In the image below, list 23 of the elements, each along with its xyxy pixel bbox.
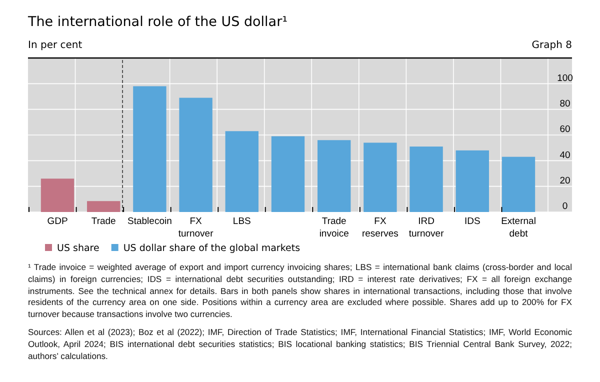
source-note: Sources: Allen et al (2023); Boz et al (2022); IMF, Direction of Trade Statistics; IMF, International Financial Statistics; IMF, World Economic Outlook, April 2024; BIS international debt securities statistics; BIS locational banking statistics; BIS Triennial Central Bank Survey, 2022; authors’ calculations. bbox=[28, 326, 572, 362]
caption: Graph 8 bbox=[532, 40, 572, 51]
x-tick-label: FX reserves bbox=[362, 216, 399, 240]
y-tick-label: 60 bbox=[560, 124, 570, 136]
y-tick-label: 40 bbox=[560, 150, 570, 161]
x-tick-label: LBS bbox=[232, 216, 251, 227]
y-tick-label: 0 bbox=[562, 201, 568, 212]
x-tick-label: External debt bbox=[501, 216, 536, 240]
x-tick-label: Stablecoin bbox=[128, 216, 172, 227]
x-tick-label: FX turnover bbox=[178, 216, 214, 240]
x-tick-label: GDP bbox=[47, 216, 68, 227]
chart-subtitle: In per cent bbox=[28, 40, 82, 51]
legend-label: US share bbox=[57, 243, 100, 254]
y-tick-label: 80 bbox=[560, 98, 570, 110]
chart-title: The international role of the US dollar¹ bbox=[27, 14, 288, 30]
legend-label: US dollar share of the global markets bbox=[123, 243, 300, 254]
x-tick-label: IDS bbox=[464, 216, 480, 227]
text: ¹ Trade invoice = weighted average of export and import currency invoicing shares; LBS = international bank claims (cross-border and local claims) in foreign currencies; IDS = international debt securities outstanding; IRD = interest rate derivatives; FX = all foreign exchange instruments. See the technical annex for details. Bars in both panels show shares in international transactions, including those that involve residents of the currency area on one side. Positions within a currency area are excluded where possible. Shares add up to 200% for FX turnover because transactions involve two currencies. bbox=[28, 262, 572, 321]
y-tick-label: 100 bbox=[557, 72, 573, 84]
x-tick-label: Trade bbox=[91, 216, 116, 227]
y-tick-label: 20 bbox=[560, 175, 570, 186]
x-tick-label: IRD turnover bbox=[408, 216, 444, 240]
x-tick-label: Trade invoice bbox=[319, 216, 349, 240]
